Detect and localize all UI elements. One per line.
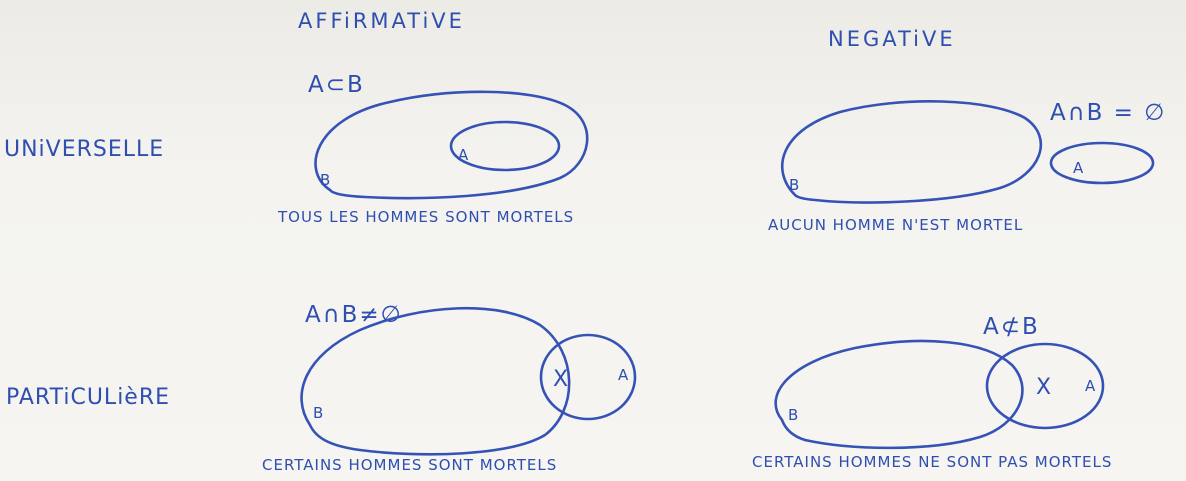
set-a-label: A [618, 366, 629, 384]
intersection-marker: X [553, 367, 569, 392]
cell-universal-affirmative: A⊂B B A TOUS LES HOMMES SONT MORTELS [277, 72, 589, 226]
row-header-universal: UNiVERSELLE [4, 137, 164, 162]
set-a-outline [985, 342, 1105, 430]
set-a-outline [1049, 141, 1155, 185]
set-b-outline [300, 306, 571, 456]
set-a-outline [539, 333, 637, 421]
relation-label: A∩B≠∅ [305, 302, 403, 328]
set-a-label: A [1085, 377, 1096, 395]
relation-label: A∩B = ∅ [1050, 100, 1166, 126]
row-header-particular: PARTiCULièRE [6, 385, 170, 410]
set-a-label: A [458, 146, 469, 164]
set-b-label: B [313, 404, 324, 422]
caption: TOUS LES HOMMES SONT MORTELS [277, 208, 574, 226]
set-a-label: A [1073, 159, 1084, 177]
caption: CERTAINS HOMMES SONT MORTELS [262, 456, 557, 474]
relation-label: A⊄B [983, 314, 1040, 340]
caption: AUCUN HOMME N'EST MORTEL [768, 216, 1023, 234]
column-header-negative: NEGATiVE [828, 27, 956, 51]
caption: CERTAINS HOMMES NE SONT PAS MORTELS [752, 453, 1112, 471]
set-a-outline [449, 120, 561, 172]
set-b-label: B [789, 176, 800, 194]
cell-particular-affirmative: A∩B≠∅ B A X CERTAINS HOMMES SONT MORTELS [262, 302, 637, 474]
set-b-outline [314, 90, 589, 200]
set-b-outline [780, 100, 1043, 204]
cell-particular-negative: A⊄B B A X CERTAINS HOMMES NE SONT PAS MO… [752, 314, 1112, 471]
relation-label: A⊂B [308, 72, 365, 98]
set-b-label: B [320, 171, 331, 189]
set-b-outline [774, 339, 1024, 450]
column-header-affirmative: AFFiRMATiVE [298, 9, 465, 33]
set-b-label: B [788, 406, 799, 424]
difference-marker: X [1036, 375, 1052, 400]
cell-universal-negative: A∩B = ∅ B A AUCUN HOMME N'EST MORTEL [768, 100, 1166, 234]
